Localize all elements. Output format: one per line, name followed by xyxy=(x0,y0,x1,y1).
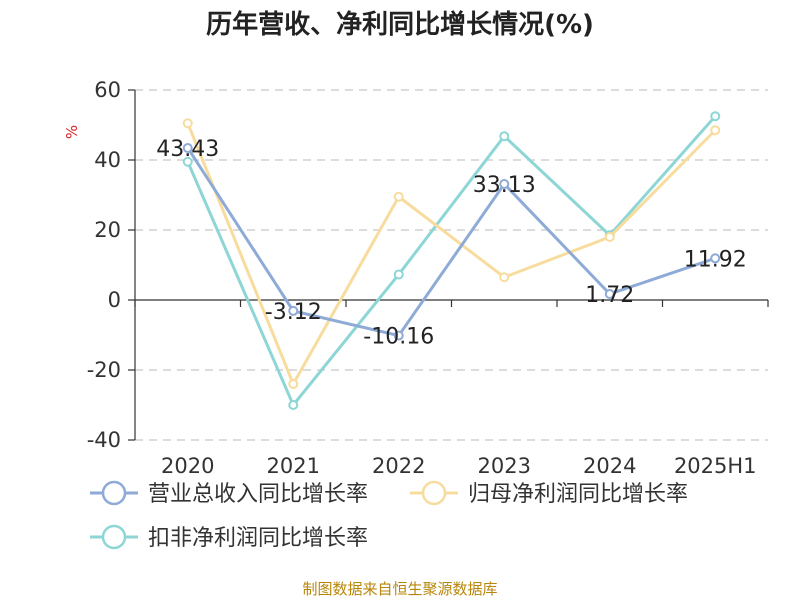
data-point xyxy=(182,118,193,129)
chart-title: 历年营收、净利同比增长情况(%) xyxy=(206,9,594,40)
data-label: 43.43 xyxy=(156,137,219,162)
legend-label: 归母净利润同比增长率 xyxy=(468,482,688,507)
legend-item-1[interactable]: 营业总收入同比增长率 xyxy=(90,480,368,507)
y-tick-label: -20 xyxy=(87,358,121,382)
data-point xyxy=(393,269,404,280)
data-label: 33.13 xyxy=(473,173,536,198)
source-note: 制图数据来自恒生聚源数据库 xyxy=(302,580,497,598)
data-label: 1.72 xyxy=(585,283,634,308)
data-point xyxy=(499,179,510,190)
y-tick-label: -40 xyxy=(87,428,121,452)
y-tick-label: 40 xyxy=(94,148,121,172)
legend-item-2[interactable]: 归母净利润同比增长率 xyxy=(410,480,688,507)
legend-marker xyxy=(421,480,447,506)
legend-label: 营业总收入同比增长率 xyxy=(148,482,368,507)
data-point xyxy=(710,111,721,122)
data-point xyxy=(288,400,299,410)
data-point xyxy=(604,288,615,299)
x-tick-label: 2021 xyxy=(267,454,320,478)
data-point xyxy=(182,142,193,153)
data-point xyxy=(288,379,299,389)
data-point xyxy=(499,272,510,283)
x-tick-labels: 2020 2021 2022 2023 2024 2025H1 xyxy=(161,454,757,478)
legend-label: 扣非净利润同比增长率 xyxy=(148,526,368,551)
data-label: -3.12 xyxy=(265,300,322,325)
data-label: -10.16 xyxy=(363,325,434,350)
series-line-1 xyxy=(186,147,716,338)
x-tick-label: 2022 xyxy=(372,454,425,478)
legend-item-3[interactable]: 扣非净利润同比增长率 xyxy=(90,524,368,551)
data-point xyxy=(393,191,404,202)
data-point xyxy=(710,125,721,136)
data-point xyxy=(288,305,299,316)
x-tick-label: 2023 xyxy=(478,454,531,478)
y-tick-label: 20 xyxy=(94,218,121,242)
data-point xyxy=(182,156,193,167)
series-line-2 xyxy=(186,122,717,386)
axes xyxy=(134,90,769,440)
x-tick-label: 2025H1 xyxy=(674,454,757,478)
y-tick-label: 0 xyxy=(108,288,121,312)
legend-marker xyxy=(101,480,127,506)
x-tick-label: 2024 xyxy=(583,454,636,478)
series-lines xyxy=(182,111,721,410)
x-tick-label: 2020 xyxy=(161,454,214,478)
data-labels: 43.43 -3.12 -10.16 33.13 1.72 11.92 xyxy=(156,137,746,350)
data-point xyxy=(499,131,510,142)
legend-marker xyxy=(101,524,127,550)
data-point xyxy=(710,253,721,264)
data-point xyxy=(393,330,404,341)
series-line-3 xyxy=(186,115,717,407)
y-tick-labels: 60 40 20 0 -20 -40 xyxy=(87,78,121,452)
y-tick-label: 60 xyxy=(94,78,121,102)
data-label: 11.92 xyxy=(684,247,747,272)
y-axis-unit: % xyxy=(63,125,81,139)
data-point xyxy=(604,232,615,242)
